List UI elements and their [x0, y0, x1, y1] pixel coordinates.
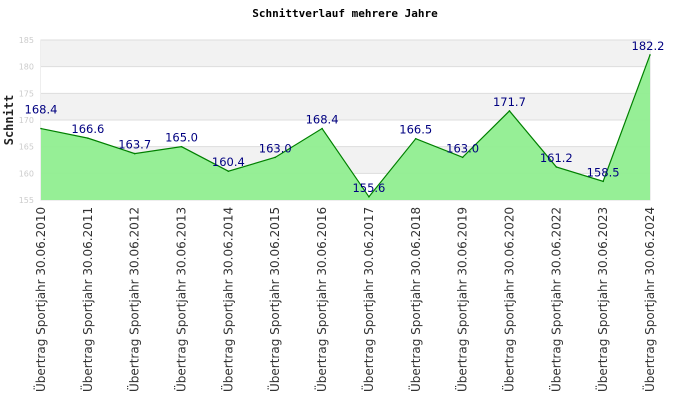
data-point: [368, 196, 370, 198]
data-label: 168.4: [306, 113, 339, 127]
x-tick-label: Übertrag Sportjahr 30.06.2020: [500, 207, 516, 392]
data-point: [227, 170, 230, 172]
data-point: [414, 137, 417, 140]
x-tick-label: Übertrag Sportjahr 30.06.2014: [219, 207, 235, 392]
x-tick-label: Übertrag Sportjahr 30.06.2022: [547, 207, 563, 392]
data-label: 166.6: [71, 122, 104, 136]
data-label: 165.0: [165, 131, 198, 145]
data-point: [180, 145, 183, 148]
x-tick-label: Übertrag Sportjahr 30.06.2016: [313, 207, 329, 392]
y-axis-label: Schnitt: [2, 95, 16, 146]
x-tick-label: Übertrag Sportjahr 30.06.2018: [407, 207, 423, 392]
x-tick-label: Übertrag Sportjahr 30.06.2013: [173, 207, 189, 392]
y-tick-label: 180: [19, 63, 34, 72]
data-label: 163.7: [118, 138, 151, 152]
area-fill: [41, 54, 650, 200]
data-point: [461, 156, 464, 159]
data-point: [508, 110, 511, 112]
chart-title: Schnittverlauf mehrere Jahre: [252, 7, 438, 20]
grid-band: [41, 93, 650, 120]
x-tick-label: Übertrag Sportjahr 30.06.2010: [32, 207, 48, 392]
data-label: 160.4: [212, 155, 245, 169]
x-tick-label: Übertrag Sportjahr 30.06.2012: [126, 207, 142, 392]
grid-band: [41, 66, 650, 94]
x-tick-label: Übertrag Sportjahr 30.06.2015: [266, 207, 282, 392]
y-tick-label: 175: [19, 89, 34, 98]
x-tick-label: Übertrag Sportjahr 30.06.2017: [360, 207, 376, 392]
y-tick-label: 165: [19, 143, 34, 152]
data-label: 168.4: [25, 103, 58, 117]
data-label: 182.2: [632, 39, 665, 53]
data-point: [555, 166, 558, 168]
series-line: [40, 54, 651, 198]
x-tick-label: Übertrag Sportjahr 30.06.2024: [641, 207, 657, 392]
data-label: 161.2: [540, 151, 573, 165]
data-label: 155.6: [352, 181, 385, 195]
x-tick-label: Übertrag Sportjahr 30.06.2019: [454, 207, 470, 392]
data-point: [40, 127, 42, 130]
data-label: 163.0: [259, 141, 292, 155]
y-tick-label: 155: [19, 196, 34, 205]
x-tick-label: Übertrag Sportjahr 30.06.2011: [79, 207, 95, 392]
y-tick-label: 170: [19, 116, 34, 125]
data-point: [133, 152, 136, 155]
y-tick-label: 185: [19, 36, 34, 45]
grid-band: [41, 120, 650, 147]
data-point: [321, 127, 323, 130]
data-point: [602, 180, 604, 183]
grid-band: [41, 40, 650, 67]
data-label: 158.5: [587, 165, 620, 179]
x-tick-label: Übertrag Sportjahr 30.06.2023: [594, 207, 610, 392]
data-point: [649, 54, 651, 56]
data-point: [274, 156, 277, 159]
data-label: 163.0: [446, 141, 479, 155]
data-point: [87, 137, 89, 139]
data-label: 171.7: [493, 95, 526, 109]
data-label: 166.5: [399, 123, 432, 137]
y-tick-label: 160: [19, 169, 34, 178]
